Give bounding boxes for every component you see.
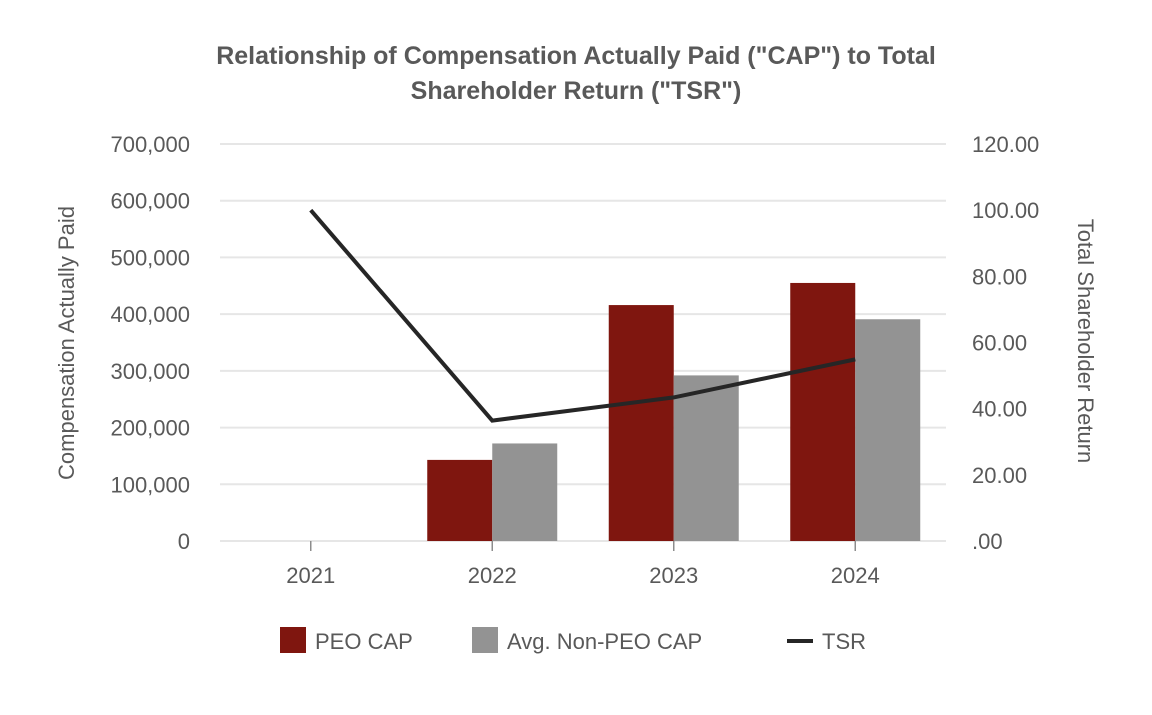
bar-peo-cap-2022 [427,460,492,541]
x-tick-label: 2024 [831,563,880,588]
y-tick-label: 500,000 [110,245,190,270]
y-tick-label: 700,000 [110,132,190,157]
y-tick-label: 600,000 [110,189,190,214]
bar-peo-cap-2024 [790,283,855,541]
y-axis-label: Compensation Actually Paid [54,206,79,480]
y-tick-label: 0 [178,529,190,554]
y2-tick-label: 60.00 [972,331,1027,356]
legend-swatch [472,627,498,653]
bar-avg-non-peo-cap-2022 [492,443,557,541]
y2-axis-label: Total Shareholder Return [1073,219,1098,464]
y2-tick-label: 120.00 [972,132,1039,157]
legend-label: TSR [822,629,866,654]
bar-peo-cap-2023 [609,305,674,541]
y-tick-label: 200,000 [110,416,190,441]
x-tick-label: 2023 [649,563,698,588]
y2-tick-label: 80.00 [972,264,1027,289]
y-tick-label: 400,000 [110,302,190,327]
bar-avg-non-peo-cap-2024 [855,319,920,541]
y2-tick-label: 100.00 [972,198,1039,223]
y2-tick-label: 20.00 [972,463,1027,488]
y-tick-label: 300,000 [110,359,190,384]
legend-label: PEO CAP [315,629,413,654]
chart-title-line-2: Shareholder Return ("TSR") [411,77,742,105]
x-tick-label: 2021 [286,563,335,588]
y2-tick-label: .00 [972,529,1003,554]
bar-avg-non-peo-cap-2023 [674,375,739,541]
x-tick-label: 2022 [468,563,517,588]
tsr-line [311,210,856,420]
legend-swatch [280,627,306,653]
y2-tick-label: 40.00 [972,397,1027,422]
chart-title-line-1: Relationship of Compensation Actually Pa… [216,42,936,70]
y-tick-label: 100,000 [110,472,190,497]
legend-label: Avg. Non-PEO CAP [507,629,702,654]
